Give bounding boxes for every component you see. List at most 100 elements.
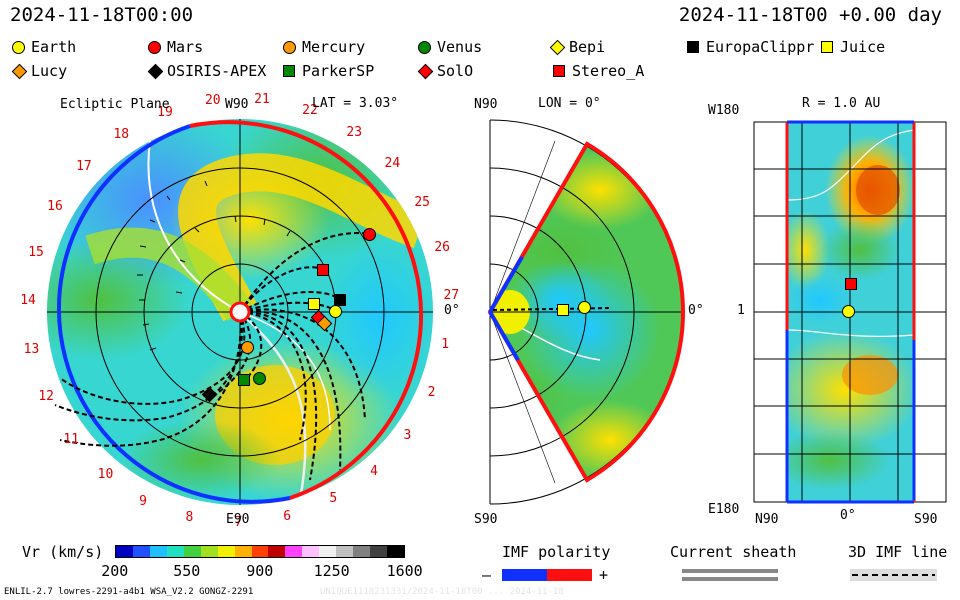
colorbar-swatch: [251, 546, 269, 557]
ecliptic-ticks: [137, 180, 291, 351]
marker-earth-meridional: [578, 301, 591, 314]
current-sheath-title: Current sheath: [670, 543, 797, 561]
legend-label: Mercury: [302, 38, 366, 56]
imf-polarity-minus-bar: [502, 569, 547, 581]
carrington-label: 15: [28, 244, 44, 260]
colorbar-swatch: [319, 546, 337, 557]
carrington-label: 7: [234, 514, 243, 530]
colorbar-swatch: [166, 546, 184, 557]
marker-venus: [253, 372, 266, 385]
radial-x-left: N90: [755, 512, 779, 527]
ecliptic-heatmap: [47, 119, 433, 505]
colorbar-swatch: [132, 546, 150, 557]
meridional-lon: LON = 0°: [538, 96, 601, 111]
carrington-label: 26: [434, 239, 451, 255]
carrington-label: 9: [139, 493, 147, 509]
carrington-label: 18: [113, 127, 130, 143]
imf-polarity-title: IMF polarity: [502, 543, 611, 561]
colorbar-swatch: [370, 546, 387, 557]
carrington-label: 17: [76, 159, 92, 175]
carrington-label: 21: [254, 92, 270, 108]
carrington-label: 6: [283, 508, 292, 524]
legend-label: Venus: [437, 38, 483, 56]
colorbar-swatch: [353, 546, 371, 557]
colorbar-swatch: [234, 546, 252, 557]
carrington-label: 27: [443, 288, 460, 304]
carrington-label: 1: [441, 337, 450, 353]
carrington-label: 11: [63, 431, 80, 447]
carrington-label: 16: [47, 199, 63, 215]
legend-label: OSIRIS-APEX: [167, 62, 267, 80]
legend-label: Lucy: [31, 62, 68, 80]
marker-europaclippr: [334, 294, 346, 306]
carrington-label: 3: [403, 427, 412, 443]
meridional-imf-line: [492, 307, 613, 311]
radial-bottom-left: E180: [708, 502, 740, 517]
carrington-label: 14: [20, 293, 36, 309]
radial-title: R = 1.0 AU: [802, 96, 881, 111]
radial-x-mid: 0°: [840, 508, 856, 523]
legend-marker: [418, 41, 431, 54]
meridional-top-label: N90: [474, 97, 498, 112]
carrington-label: 19: [157, 104, 173, 120]
legend-label: Earth: [31, 38, 77, 56]
colorbar-swatch: [336, 546, 354, 557]
legend-marker: [283, 65, 295, 77]
carrington-label: 23: [346, 124, 363, 140]
carrington-label: 25: [414, 194, 430, 210]
colorbar-swatch: [217, 546, 235, 557]
marker-parkersp: [238, 374, 250, 386]
legend-marker: [148, 41, 161, 54]
legend-label: EuropaClippr: [706, 38, 815, 56]
radial-x-right: S90: [914, 512, 938, 527]
legend-marker: [553, 65, 565, 77]
ecliptic-title: Ecliptic Plane: [60, 97, 170, 112]
imf3d-title: 3D IMF line: [848, 543, 948, 561]
carrington-label: 24: [384, 155, 401, 171]
legend-label: Juice: [840, 38, 886, 56]
colorbar-tick-label: 200: [101, 562, 129, 580]
meridional-polarity-red: [487, 141, 685, 483]
legend-label: ParkerSP: [302, 62, 375, 80]
colorbar-swatch: [268, 546, 286, 557]
colorbar-swatch: [387, 546, 404, 557]
legend-marker: [687, 41, 699, 53]
meridional-polarity-blue-s: [488, 310, 520, 362]
colorbar-swatch: [200, 546, 218, 557]
sun-marker: [229, 301, 251, 323]
ecliptic-imf-lines: [54, 232, 371, 481]
radial-top-left: W180: [708, 103, 740, 118]
carrington-label: 13: [23, 342, 40, 358]
ecliptic-top-label: W90: [225, 97, 249, 112]
carrington-label: 2: [427, 384, 436, 400]
ecliptic-polarity-blue: [56, 124, 291, 504]
current-sheath-bar-2: [682, 577, 778, 581]
imf-plus: +: [599, 566, 609, 584]
legend-label: SolO: [437, 62, 474, 80]
colorbar-swatch: [116, 546, 133, 557]
colorbar-label: Vr (km/s): [22, 543, 104, 561]
marker-earth: [329, 305, 342, 318]
radial-mid-left: 1: [737, 303, 745, 318]
carrington-label: 22: [302, 102, 318, 118]
legend-marker: [12, 41, 25, 54]
meridional-polarity-blue-n: [488, 255, 524, 314]
imf-minus: –: [482, 566, 492, 584]
footer-right: UNIQUE1118231331/2024-11-18T00 ... 2024-…: [320, 587, 564, 597]
time-right: 2024-11-18T00 +0.00 day: [678, 4, 942, 26]
ecliptic-bottom-label: E90: [226, 512, 250, 527]
colorbar-tick-label: 900: [246, 562, 274, 580]
colorbar-swatch: [149, 546, 167, 557]
carrington-label: 8: [185, 509, 194, 525]
carrington-label: 5: [329, 491, 338, 507]
carrington-label: 20: [204, 92, 221, 108]
legend-label: Bepi: [569, 38, 606, 56]
marker-stereo-a: [317, 264, 329, 276]
marker-juice-meridional: [557, 304, 569, 316]
time-left: 2024-11-18T00:00: [10, 4, 194, 26]
ecliptic-lat: LAT = 3.03°: [312, 96, 399, 111]
marker-mercury: [241, 341, 254, 354]
marker-earth-radial: [842, 305, 855, 318]
